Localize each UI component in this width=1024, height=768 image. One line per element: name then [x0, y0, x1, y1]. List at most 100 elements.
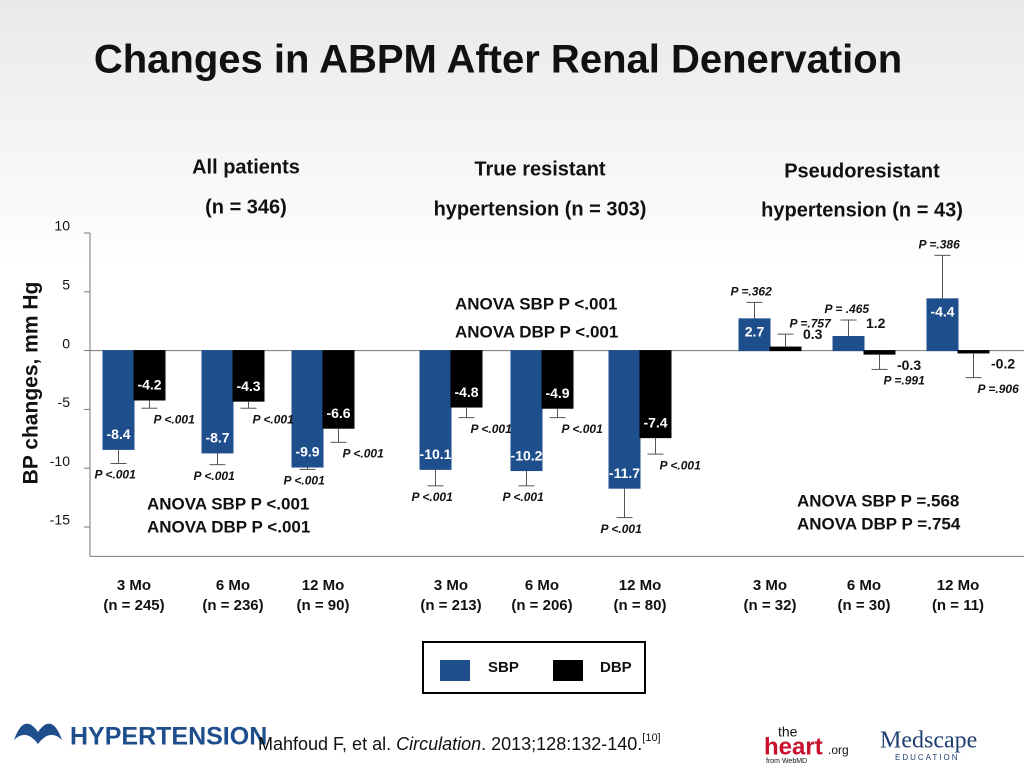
- data-label: -8.4: [106, 426, 130, 442]
- group-title: All patients: [192, 156, 300, 178]
- bar: [863, 350, 896, 355]
- x-tick-label: 3 Mo: [753, 577, 787, 594]
- y-axis-label: BP changes, mm Hg: [20, 282, 43, 485]
- bar: [957, 350, 990, 354]
- data-label: -0.2: [991, 356, 1015, 372]
- x-tick-sublabel: (n = 11): [932, 597, 984, 614]
- anova-annotation: ANOVA DBP P <.001: [455, 322, 618, 341]
- data-label: -6.6: [326, 405, 350, 421]
- x-tick-label: 12 Mo: [937, 577, 980, 594]
- y-tick-label: 5: [62, 277, 70, 293]
- x-tick-label: 6 Mo: [847, 577, 881, 594]
- anova-annotation: ANOVA SBP P =.568: [797, 491, 959, 510]
- legend-swatch: [553, 660, 583, 681]
- bar: [769, 346, 802, 352]
- group-title: (n = 346): [205, 196, 287, 218]
- p-value-label: P =.906: [978, 382, 1020, 396]
- footer: HYPERTENSION Mahfoud F, et al. Circulati…: [14, 723, 977, 765]
- p-value-label: P <.001: [95, 468, 137, 482]
- data-label: 2.7: [745, 324, 765, 340]
- bar: [232, 350, 265, 402]
- x-tick-sublabel: (n = 80): [614, 597, 667, 614]
- p-value-label: P <.001: [284, 474, 326, 488]
- p-value-label: P =.386: [919, 238, 961, 252]
- brand-from: from WebMD: [766, 758, 807, 765]
- p-value-label: P <.001: [471, 422, 513, 436]
- chart-title: Changes in ABPM After Renal Denervation: [94, 38, 902, 82]
- p-value-label: P =.757: [790, 316, 833, 330]
- data-label: -10.1: [420, 446, 452, 462]
- data-label: -4.3: [236, 378, 260, 394]
- data-label: -4.2: [137, 377, 161, 393]
- citation-rest: . 2013;128:132-140.: [481, 734, 642, 754]
- bar: [832, 335, 865, 352]
- p-value-label: P <.001: [154, 412, 196, 426]
- citation-journal: Circulation: [396, 734, 481, 754]
- data-label: -11.7: [609, 465, 640, 481]
- group-title: Pseudoresistant: [784, 160, 940, 182]
- p-value-label: P =.991: [884, 374, 926, 388]
- bar: [510, 350, 543, 472]
- data-label: -4.8: [454, 384, 478, 400]
- x-tick-label: 6 Mo: [216, 577, 250, 594]
- x-tick-sublabel: (n = 30): [838, 597, 891, 614]
- x-tick-label: 12 Mo: [619, 577, 662, 594]
- anova-annotation: ANOVA SBP P <.001: [147, 494, 309, 513]
- legend-label: DBP: [600, 659, 632, 676]
- data-label: -10.2: [511, 447, 543, 463]
- x-tick-label: 6 Mo: [525, 577, 559, 594]
- y-tick-label: -5: [58, 394, 71, 410]
- x-tick-label: 12 Mo: [302, 577, 345, 594]
- group-title: True resistant: [474, 158, 606, 180]
- bar: [102, 350, 135, 450]
- p-value-label: P <.001: [562, 422, 604, 436]
- p-value-label: P = .465: [825, 302, 870, 316]
- bar: [738, 318, 771, 352]
- legend-swatch: [440, 660, 470, 681]
- bar: [322, 350, 355, 429]
- logo-text: HYPERTENSION: [70, 723, 267, 751]
- p-value-label: P <.001: [194, 469, 236, 483]
- x-tick-sublabel: (n = 32): [744, 597, 797, 614]
- medscape: Medscape: [880, 728, 977, 754]
- education: EDUCATION: [895, 753, 960, 762]
- bar: [201, 350, 234, 454]
- brand-the: the: [778, 724, 798, 740]
- data-label: -8.7: [205, 430, 229, 446]
- data-label: 0.3: [803, 326, 823, 342]
- group-title: hypertension (n = 303): [434, 198, 647, 220]
- citation: Mahfoud F, et al. Circulation. 2013;128:…: [258, 732, 661, 754]
- logo-icon: [14, 723, 62, 744]
- x-tick-sublabel: (n = 206): [511, 597, 572, 614]
- legend-label: SBP: [488, 659, 519, 676]
- x-tick-sublabel: (n = 245): [103, 597, 164, 614]
- bar: [926, 298, 959, 352]
- anova-annotation: ANOVA DBP P =.754: [797, 514, 961, 533]
- x-tick-label: 3 Mo: [434, 577, 468, 594]
- bar: [291, 350, 324, 468]
- bar: [639, 350, 672, 439]
- anova-annotation: ANOVA DBP P <.001: [147, 517, 310, 536]
- data-label: -4.4: [930, 304, 954, 320]
- x-tick-sublabel: (n = 90): [297, 597, 350, 614]
- p-value-label: P =.362: [731, 285, 773, 299]
- p-value-label: P <.001: [253, 412, 295, 426]
- p-value-label: P <.001: [343, 446, 385, 460]
- bar: [450, 350, 483, 408]
- p-value-label: P <.001: [601, 522, 643, 536]
- group-title: hypertension (n = 43): [761, 199, 963, 221]
- brand-org: .org: [828, 743, 849, 757]
- data-label: -7.4: [643, 414, 667, 430]
- y-tick-label: -10: [50, 453, 70, 469]
- y-tick-label: -15: [50, 512, 70, 528]
- x-tick-sublabel: (n = 236): [202, 597, 263, 614]
- p-value-label: P <.001: [503, 490, 545, 504]
- y-tick-label: 10: [54, 218, 70, 234]
- brand-heart: heart: [764, 733, 823, 760]
- y-tick-label: 0: [62, 335, 70, 351]
- citation-ref: [10]: [642, 732, 660, 744]
- x-tick-sublabel: (n = 213): [420, 597, 481, 614]
- data-label: 1.2: [866, 315, 886, 331]
- data-label: -4.9: [545, 385, 569, 401]
